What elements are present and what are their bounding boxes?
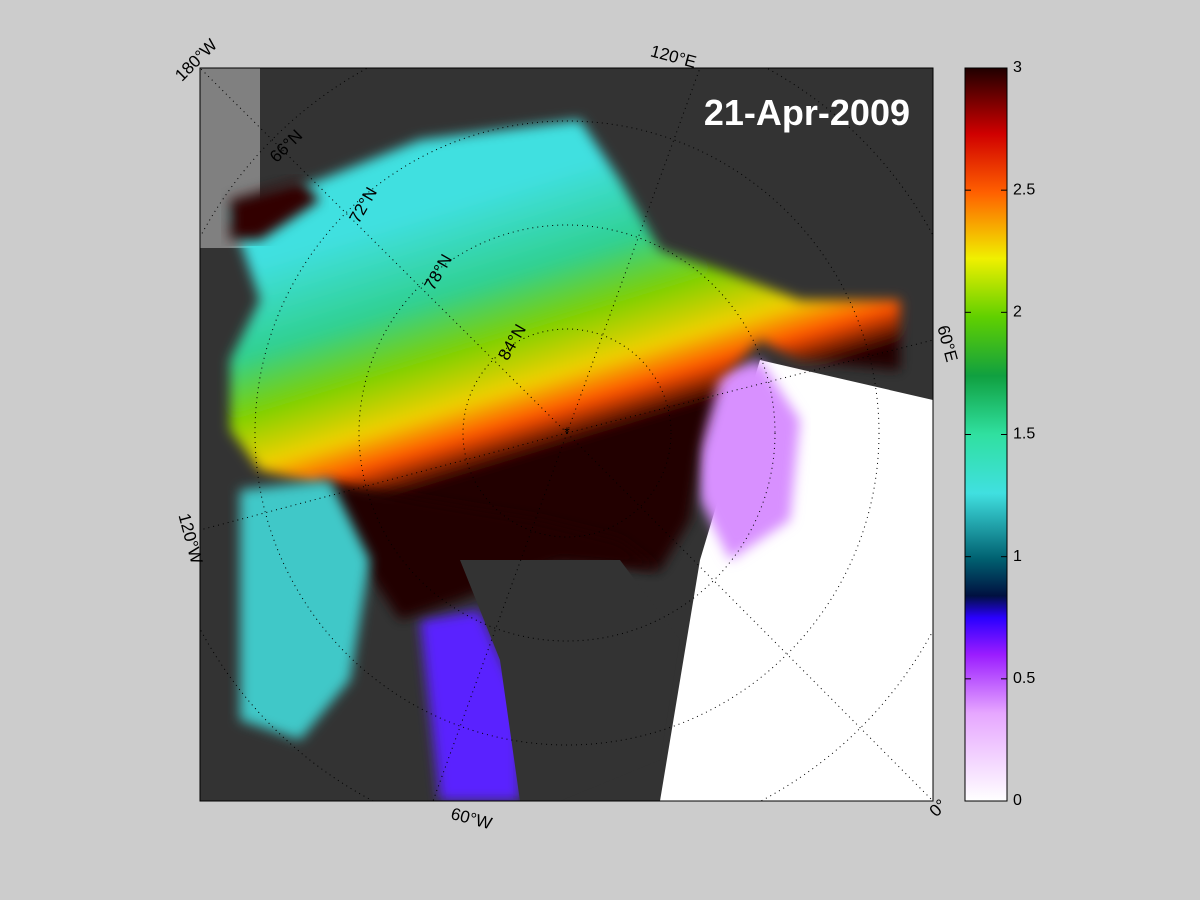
- colorbar-tick-label: 2: [1013, 304, 1022, 321]
- colorbar-tick-label: 1.5: [1013, 426, 1035, 443]
- lon-label: 120°E: [648, 41, 698, 71]
- colorbar-tick-label: 3: [1013, 59, 1022, 76]
- colorbar-tick-label: 2.5: [1013, 181, 1035, 198]
- map-frame: [199, 67, 934, 802]
- colorbar-tick-label: 1: [1013, 548, 1022, 565]
- colorbar: 0 0.5 1 1.5 2 2.5 3: [964, 59, 1035, 809]
- thick-ice: [320, 480, 660, 620]
- archipelago-ice: [240, 480, 370, 740]
- date-label: 21-Apr-2009: [704, 92, 910, 133]
- colorbar-tick-label: 0: [1013, 792, 1022, 809]
- thin-ice: [420, 610, 520, 801]
- graticule: [200, 68, 933, 801]
- pole-marker: *: [564, 424, 570, 440]
- sea-ice: [230, 120, 900, 570]
- greenland: [460, 560, 680, 801]
- colorbar-tick-label: 0.5: [1013, 670, 1035, 687]
- map: *: [200, 68, 933, 801]
- colorbar-scale: [964, 67, 1008, 802]
- lon-label: 60°E: [933, 323, 961, 364]
- thick-ice: [230, 180, 320, 240]
- lon-label: 60°W: [449, 804, 494, 833]
- thin-ice: [690, 360, 800, 560]
